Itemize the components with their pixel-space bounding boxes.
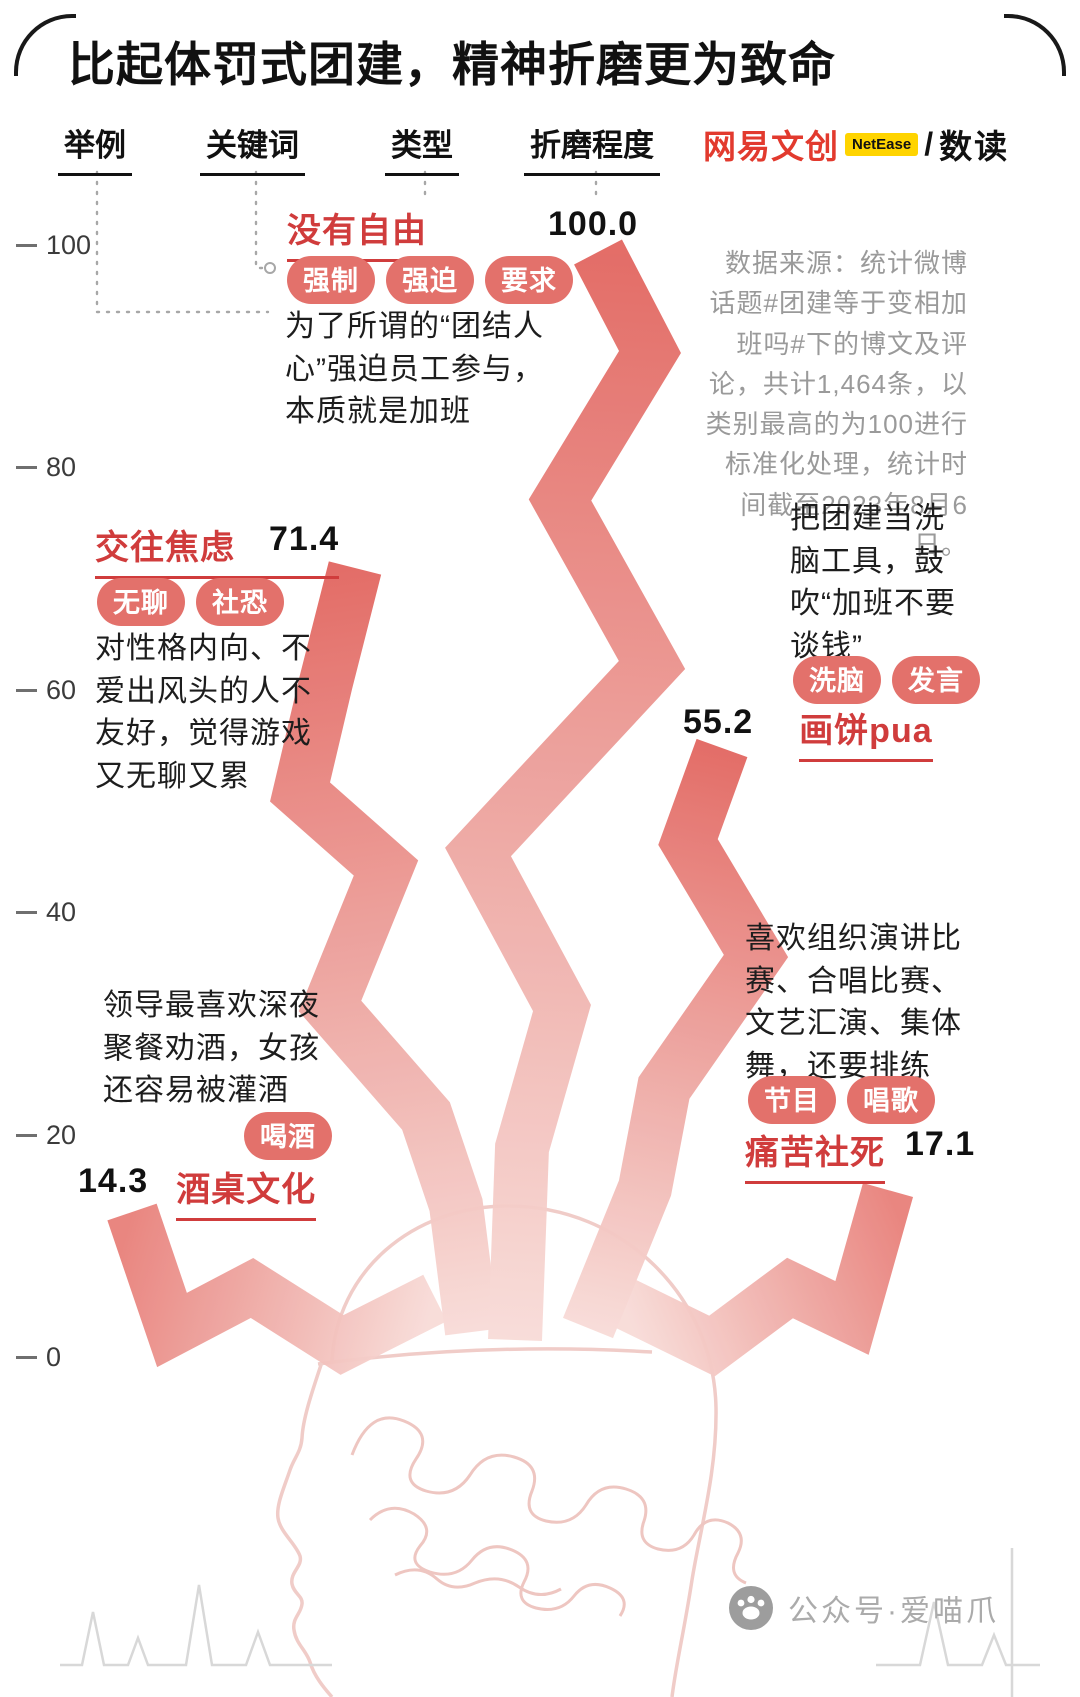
ribbon-jiaowang-jiaolv	[270, 561, 499, 1336]
y-tick-20: 20	[16, 1120, 76, 1151]
data-source-note: 数据来源：统计微博话题#团建等于变相加班吗#下的博文及评论，共计1,464条，以…	[705, 248, 968, 561]
item-keywords-jiuzhuo-wenhua: 喝酒	[244, 1112, 332, 1160]
watermark: 公众号·爱喵爪	[728, 1585, 999, 1631]
y-tick-0: 0	[16, 1342, 61, 1373]
tick-dash	[16, 1134, 37, 1137]
item-value-jiaowang-jiaolv: 71.4	[269, 520, 340, 558]
ribbon-tongku-sheshi	[610, 1182, 914, 1377]
y-tick-80: 80	[16, 452, 76, 483]
y-tick-40: 40	[16, 897, 76, 928]
item-header-jiaowang-jiaolv: 交往焦虑 71.4	[95, 520, 340, 579]
ekg-lines	[60, 1548, 1040, 1697]
y-tick-100: 100	[16, 230, 91, 261]
item-header-jiuzhuo-wenhua: 14.3 酒桌文化	[78, 1162, 317, 1221]
y-tick-60: 60	[16, 675, 76, 706]
keyword-pill: 节目	[748, 1076, 836, 1124]
tick-dash	[16, 1356, 37, 1359]
brain-scribble	[350, 1416, 747, 1617]
legend-example: 举例	[58, 120, 132, 176]
item-header-tongku-sheshi: 痛苦社死 17.1	[745, 1125, 975, 1184]
item-type-huabing-pua: 画饼pua	[799, 703, 933, 762]
tick-dash	[16, 689, 37, 692]
brand-logo: 网易文创 NetEase / 数读	[703, 120, 1009, 168]
keyword-pill: 强迫	[386, 256, 474, 304]
item-value-meiyou-ziyou: 100.0	[548, 205, 639, 243]
legend-degree: 折磨程度	[524, 120, 660, 176]
tick-dash	[16, 244, 37, 247]
keyword-pill: 要求	[485, 256, 573, 304]
item-type-tongku-sheshi: 痛苦社死	[745, 1125, 885, 1184]
item-value-huabing-pua: 55.2	[683, 703, 754, 741]
brand-studio-wordmark: 网易文创	[703, 128, 839, 165]
item-keywords-jiaowang-jiaolv: 无聊 社恐	[97, 578, 284, 626]
keyword-pill: 强制	[287, 256, 375, 304]
keyword-pill: 无聊	[97, 578, 185, 626]
tick-dash	[16, 911, 37, 914]
item-type-jiaowang-jiaolv: 交往焦虑	[95, 529, 235, 567]
keyword-pill: 发言	[892, 656, 980, 704]
keyword-pill: 洗脑	[793, 656, 881, 704]
item-example-jiuzhuo-wenhua: 领导最喜欢深夜聚餐劝酒，女孩还容易被灌酒	[103, 989, 320, 1108]
item-example-meiyou-ziyou: 为了所谓的“团结人心”强迫员工参与，本质就是加班	[285, 310, 544, 429]
brand-slash: /	[924, 125, 934, 162]
item-example-tongku-sheshi: 喜欢组织演讲比赛、合唱比赛、文艺汇演、集体舞，还要排练	[745, 922, 962, 1083]
ribbon-huabing-pua	[562, 738, 789, 1339]
item-type-meiyou-ziyou: 没有自由	[287, 203, 427, 262]
item-example-huabing-pua: 把团建当洗脑工具，鼓吹“加班不要谈钱”	[790, 502, 956, 663]
cat-paw-icon	[729, 1586, 773, 1630]
page-title: 比起体罚式团建，精神折磨更为致命	[68, 38, 836, 91]
keyword-pill: 社恐	[196, 578, 284, 626]
legend-keywords: 关键词	[200, 120, 305, 176]
ribbon-jiuzhuo-wenhua	[107, 1203, 447, 1375]
keyword-pill: 唱歌	[847, 1076, 935, 1124]
item-header-huabing-pua: 55.2 画饼pua	[683, 703, 933, 762]
netease-badge: NetEase	[845, 132, 919, 156]
ribbon-meiyou-ziyou	[445, 239, 686, 1341]
item-type-jiuzhuo-wenhua: 酒桌文化	[176, 1162, 317, 1221]
item-keywords-huabing-pua: 洗脑 发言	[793, 656, 980, 704]
item-keywords-meiyou-ziyou: 强制 强迫 要求	[287, 256, 573, 304]
keyword-pill: 喝酒	[244, 1112, 332, 1160]
item-value-jiuzhuo-wenhua: 14.3	[78, 1162, 149, 1200]
watermark-text: 公众号·爱喵爪	[788, 1595, 999, 1628]
item-value-tongku-sheshi: 17.1	[905, 1125, 976, 1163]
item-keywords-tongku-sheshi: 节目 唱歌	[748, 1076, 935, 1124]
tick-dash	[16, 466, 37, 469]
item-example-jiaowang-jiaolv: 对性格内向、不爱出风头的人不友好，觉得游戏又无聊又累	[95, 632, 312, 793]
connector-dot	[264, 262, 276, 274]
legend-type: 类型	[385, 120, 459, 176]
brand-product-shudu: 数读	[939, 128, 1010, 165]
